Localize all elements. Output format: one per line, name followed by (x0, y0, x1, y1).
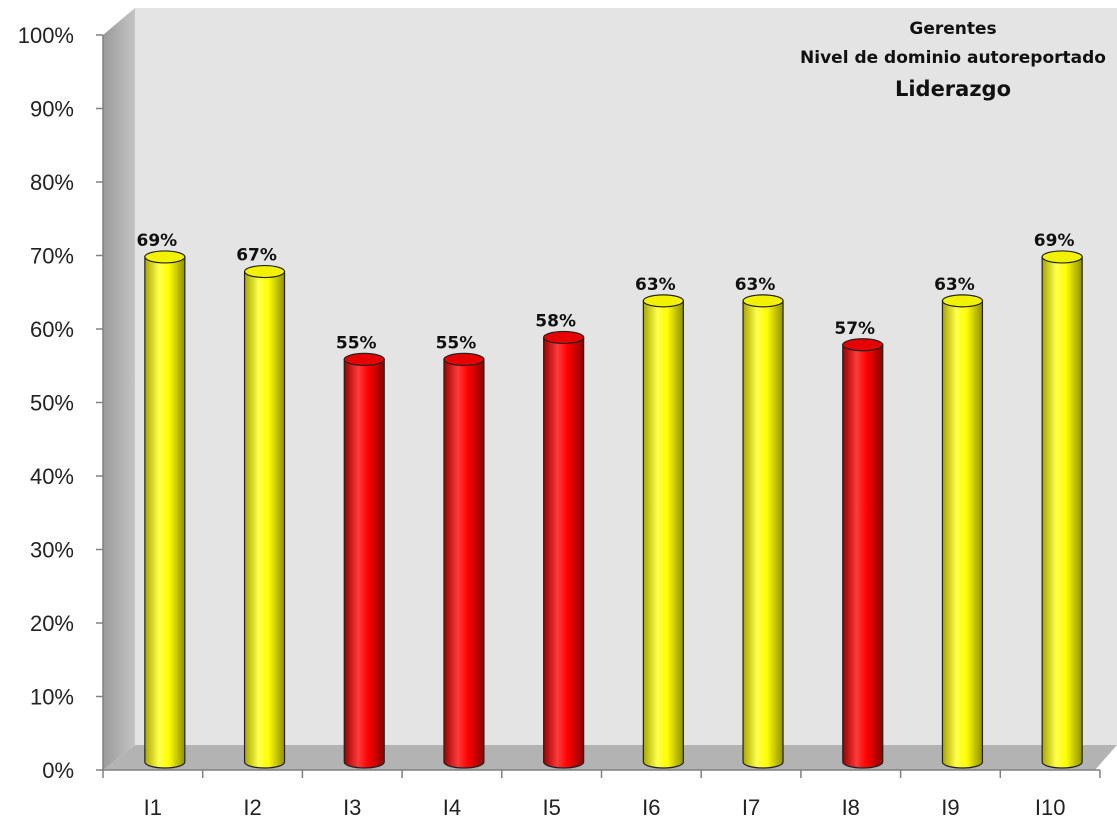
x-tick-label: I9 (941, 795, 959, 820)
bar-body (243, 270, 286, 769)
bar-body (842, 344, 884, 769)
x-axis-labels: I1 I2 I3 I4 I5 I6 I7 I8 I9 I10 (144, 795, 1066, 820)
bar-top (543, 330, 585, 345)
bar-I6 (642, 294, 684, 769)
bar-body (144, 256, 186, 769)
y-tick-label: 0% (42, 758, 74, 783)
bar-top (343, 352, 385, 366)
y-tick-label: 20% (30, 611, 74, 636)
bar-I2 (243, 264, 286, 769)
bar-I5 (543, 330, 585, 769)
bar-I4 (443, 352, 485, 769)
x-tick-label: I1 (144, 795, 162, 820)
x-tick-label: I5 (542, 795, 560, 820)
y-tick-label: 70% (30, 244, 74, 269)
data-labels: 69% 67% 55% 55% 58% 63% 63% 57% 63% 69% (136, 231, 1074, 353)
y-tick-label: 90% (30, 97, 74, 122)
y-tick-label: 40% (30, 464, 74, 489)
data-label: 63% (735, 275, 776, 295)
bar-I7 (742, 294, 784, 769)
y-tick-label: 30% (30, 538, 74, 563)
x-tick-label: I3 (343, 795, 361, 820)
bar-I3 (343, 352, 385, 769)
bars (144, 250, 1083, 769)
data-label: 69% (136, 231, 177, 251)
data-label: 67% (236, 246, 277, 266)
y-tick-label: 10% (30, 685, 74, 710)
y-tick-label: 100% (18, 23, 74, 48)
data-label: 55% (336, 333, 377, 353)
x-tick-label: I7 (742, 795, 760, 820)
bar-top (941, 294, 984, 308)
bar-top (144, 250, 186, 264)
bar-top (243, 264, 286, 279)
data-label: 55% (436, 333, 477, 353)
bar-top (642, 294, 684, 308)
bar-body (343, 358, 385, 769)
y-tick-label: 60% (30, 317, 74, 342)
data-label: 63% (934, 275, 975, 295)
bar-top (842, 338, 884, 352)
chart-title-line-3: Liderazgo (895, 77, 1011, 101)
bar-top (1041, 250, 1083, 264)
x-axis-ticks (102, 770, 1101, 778)
bar-body (742, 300, 784, 769)
chart-title-line-2: Nivel de dominio autoreportado (800, 48, 1106, 68)
bar-body (1041, 256, 1083, 769)
bar-body (941, 300, 984, 769)
chart-title-line-1: Gerentes (909, 19, 996, 39)
bar-body (642, 300, 684, 769)
x-tick-label: I2 (243, 795, 261, 820)
data-label: 69% (1034, 231, 1075, 251)
x-tick-label: I8 (842, 795, 860, 820)
data-label: 58% (535, 311, 576, 331)
y-tick-label: 50% (30, 391, 74, 416)
bar-body (543, 336, 585, 769)
x-tick-label: I6 (642, 795, 660, 820)
bar-I1 (144, 250, 186, 769)
plot-side-wall (103, 8, 135, 770)
bar-I9 (941, 294, 984, 769)
data-label: 63% (635, 275, 676, 295)
y-axis-ticks: 0% 10% 20% 30% 40% 50% 60% 70% 80% 90% 100% (18, 23, 103, 783)
data-label: 57% (834, 319, 875, 339)
y-tick-label: 80% (30, 170, 74, 195)
x-tick-label: I4 (443, 795, 461, 820)
bar-I8 (842, 338, 884, 769)
bar-body (443, 358, 485, 769)
bar-I10 (1041, 250, 1083, 769)
bar-top (443, 352, 485, 366)
bar-top (742, 294, 784, 308)
x-tick-label: I10 (1035, 795, 1066, 820)
